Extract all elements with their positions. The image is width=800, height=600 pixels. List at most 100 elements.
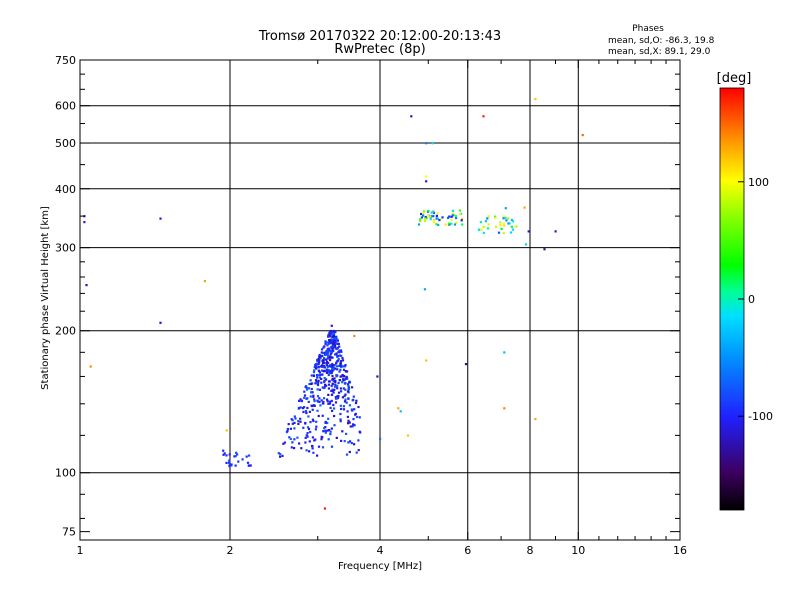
echo-point [420,212,423,216]
echo-point [299,420,302,423]
echo-point [453,223,457,226]
echo-point [341,359,345,362]
echo-point [454,215,457,218]
echo-point [228,453,231,456]
echo-point [316,358,319,362]
echo-point [333,337,336,340]
echo-point [425,359,428,362]
echo-point [159,321,162,324]
echo-point [436,212,439,215]
echo-point [330,445,334,448]
echo-point [534,98,537,101]
echo-point [350,442,353,445]
echo-point [310,374,313,377]
echo-point [290,446,293,449]
echo-point [486,217,489,220]
echo-point [351,409,354,412]
echo-point [249,464,252,467]
echo-point [234,464,237,467]
echo-point [293,447,296,450]
echo-point [484,220,487,223]
echo-point [504,207,507,210]
echo-point [317,445,321,448]
echo-point [293,421,296,424]
echo-point [330,399,333,402]
echo-point [328,342,331,345]
echo-point [340,350,343,353]
echo-point [228,459,231,462]
echo-point [225,461,228,464]
echo-point [323,507,326,510]
echo-point [321,364,324,367]
echo-point [355,451,358,454]
echo-point [293,427,296,430]
echo-point [339,404,342,407]
echo-point [304,410,308,413]
echo-point [326,362,329,365]
y-tick-label: 75 [62,526,76,539]
echo-point [317,365,320,368]
echo-point [503,407,506,410]
echo-point [225,429,228,432]
echo-point [344,388,347,391]
echo-point [326,354,330,357]
echo-point [342,368,346,371]
echo-point [353,424,356,427]
echo-point [341,357,344,360]
echo-point [299,406,302,409]
echo-point [319,373,322,376]
echo-point [319,404,322,407]
echo-point [437,223,440,226]
echo-point [297,406,301,410]
echo-point [308,440,311,443]
echo-point [279,455,282,458]
echo-point [450,222,453,225]
echo-point [347,384,350,387]
echo-point [299,398,302,401]
echo-point [318,359,321,362]
echo-point [320,438,323,441]
echo-point [332,342,335,345]
echo-point [291,422,294,425]
echo-point [312,371,316,374]
echo-point [346,390,350,393]
echo-point [318,376,321,379]
echo-point [487,215,490,218]
echo-point [397,407,400,410]
echo-point [324,340,327,343]
echo-point [339,364,342,367]
echo-point [507,222,510,225]
echo-point [327,368,330,372]
echo-point [450,218,453,221]
echo-point [420,216,423,219]
echo-point [499,224,502,227]
echo-point [355,415,359,419]
echo-point [357,405,360,409]
y-tick-label: 750 [55,54,76,67]
echo-point [432,215,435,218]
echo-point [289,427,292,430]
echo-point [337,364,341,368]
echo-point [333,414,336,418]
echo-point [419,220,422,223]
echo-point [314,428,317,431]
echo-point [303,394,307,397]
echo-point [324,362,327,365]
echo-point [343,365,347,368]
echo-point [331,365,334,368]
echo-point [325,371,328,374]
echo-point [337,381,340,385]
echo-point [357,439,360,442]
echo-point [352,395,355,398]
echo-point [482,225,485,228]
echo-point [316,376,319,379]
echo-point [314,438,317,441]
echo-point [308,450,311,453]
echo-point [293,438,296,441]
echo-point [234,455,237,458]
x-tick-label: 8 [527,544,534,557]
echo-point [311,418,314,421]
echo-point [399,410,402,413]
echo-point [422,214,425,217]
echo-point [326,360,329,363]
